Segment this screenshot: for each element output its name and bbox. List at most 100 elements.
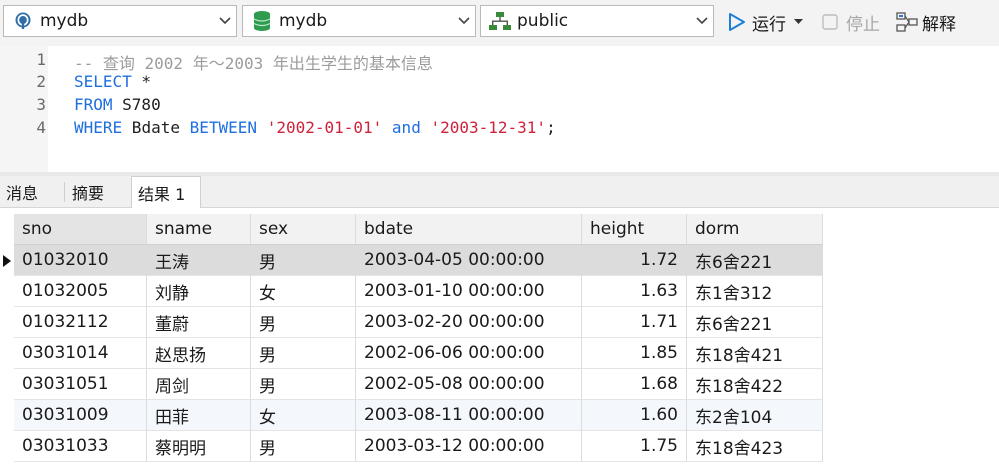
line-number-gutter: 1 2 3 4 <box>0 46 48 172</box>
column-header-sname[interactable]: sname <box>147 214 251 245</box>
tab-messages[interactable]: 消息 <box>0 176 62 208</box>
table-cell-sno[interactable]: 03031033 <box>14 431 147 462</box>
code-line: -- 查询 2002 年～2003 年出生学生的基本信息 <box>74 50 433 74</box>
sql-keyword: and <box>391 118 421 137</box>
table-cell-sex[interactable]: 女 <box>251 276 356 307</box>
column-header-sno[interactable]: sno <box>14 214 147 245</box>
table-cell-sno[interactable]: 01032112 <box>14 307 147 338</box>
table-row[interactable]: 01032005 刘静女 2003-01-10 00:00:00 1.63 东1舍312 <box>0 276 999 307</box>
play-icon <box>728 12 746 32</box>
table-cell-bdate[interactable]: 2003-08-11 00:00:00 <box>356 400 582 431</box>
chevron-down-icon[interactable] <box>691 17 713 25</box>
tab-summary[interactable]: 摘要 <box>66 176 130 208</box>
table-cell-sex[interactable]: 男 <box>251 307 356 338</box>
table-header: sno sname sex bdate height dorm <box>0 214 999 245</box>
table-cell-sname[interactable]: 董蔚 <box>147 307 251 338</box>
table-cell-height[interactable]: 1.72 <box>582 245 687 276</box>
table-cell-height[interactable]: 1.71 <box>582 307 687 338</box>
toolbar: mydb mydb <box>0 0 999 46</box>
tab-result-1[interactable]: 结果 1 <box>131 176 201 208</box>
table-cell-sex[interactable]: 男 <box>251 245 356 276</box>
table-cell-sex[interactable]: 男 <box>251 338 356 369</box>
table-row[interactable]: 01032112 董蔚男 2003-02-20 00:00:00 1.71 东6舍221 <box>0 307 999 338</box>
sql-text: S780 <box>112 95 161 114</box>
table-cell-bdate[interactable]: 2002-05-08 00:00:00 <box>356 369 582 400</box>
sql-comment: -- 查询 2002 年～2003 年出生学生的基本信息 <box>74 54 433 73</box>
schema-select[interactable]: public <box>480 5 714 37</box>
code-line: WHERE Bdate BETWEEN '2002-01-01' and '20… <box>74 118 556 137</box>
stop-icon <box>822 14 838 30</box>
stop-button[interactable]: 停止 <box>822 8 880 36</box>
table-cell-dorm[interactable]: 东1舍312 <box>687 276 823 307</box>
table-cell-bdate[interactable]: 2003-01-10 00:00:00 <box>356 276 582 307</box>
table-cell-height[interactable]: 1.68 <box>582 369 687 400</box>
table-cell-sname[interactable]: 周剑 <box>147 369 251 400</box>
chevron-down-icon[interactable] <box>453 17 475 25</box>
table-cell-bdate[interactable]: 2002-06-06 00:00:00 <box>356 338 582 369</box>
table-cell-sname[interactable]: 田菲 <box>147 400 251 431</box>
sql-text: * <box>131 72 152 91</box>
table-cell-sex[interactable]: 男 <box>251 369 356 400</box>
table-cell-height[interactable]: 1.63 <box>582 276 687 307</box>
table-cell-sname[interactable]: 刘静 <box>147 276 251 307</box>
table-cell-bdate[interactable]: 2003-04-05 00:00:00 <box>356 245 582 276</box>
elephant-icon <box>12 10 34 32</box>
tab-divider <box>64 182 65 202</box>
table-cell-sex[interactable]: 男 <box>251 431 356 462</box>
table-cell-bdate[interactable]: 2003-02-20 00:00:00 <box>356 307 582 338</box>
tab-result-label: 结果 1 <box>138 184 186 204</box>
schema-icon <box>489 10 511 32</box>
database-value: mydb <box>279 11 328 31</box>
column-header-height[interactable]: height <box>582 214 687 245</box>
table-cell-dorm[interactable]: 东6舍221 <box>687 307 823 338</box>
column-header-bdate[interactable]: bdate <box>356 214 582 245</box>
table-row[interactable]: 03031009 田菲女 2003-08-11 00:00:00 1.60 东2舍104 <box>0 400 999 431</box>
connection-select[interactable]: mydb <box>3 5 237 37</box>
table-row[interactable]: 01032010 王涛男 2003-04-05 00:00:00 1.72 东6舍221 <box>0 245 999 276</box>
row-indicator-icon <box>0 245 14 276</box>
table-cell-height[interactable]: 1.85 <box>582 338 687 369</box>
table-cell-sname[interactable]: 王涛 <box>147 245 251 276</box>
sql-text <box>382 118 392 137</box>
run-button[interactable]: 运行 <box>728 8 803 36</box>
table-row[interactable]: 03031014 赵思扬男 2002-06-06 00:00:00 1.85 东18舍4… <box>0 338 999 369</box>
table-cell-sno[interactable]: 03031051 <box>14 369 147 400</box>
table-cell-dorm[interactable]: 东2舍104 <box>687 400 823 431</box>
chevron-down-icon[interactable] <box>214 17 236 25</box>
table-cell-sno[interactable]: 01032005 <box>14 276 147 307</box>
explain-button[interactable]: 解释 <box>896 8 956 36</box>
caret-down-icon[interactable] <box>794 19 803 25</box>
column-header-sex[interactable]: sex <box>251 214 356 245</box>
table-cell-dorm[interactable]: 东18舍423 <box>687 431 823 462</box>
run-label: 运行 <box>752 14 786 35</box>
line-number: 3 <box>36 95 46 114</box>
table-cell-bdate[interactable]: 2003-03-12 00:00:00 <box>356 431 582 462</box>
pane-splitter[interactable] <box>0 172 999 176</box>
table-cell-dorm[interactable]: 东18舍422 <box>687 369 823 400</box>
sql-string: '2003-12-31' <box>430 118 547 137</box>
table-cell-dorm[interactable]: 东18舍421 <box>687 338 823 369</box>
sql-keyword: WHERE <box>74 118 123 137</box>
database-icon <box>251 10 273 32</box>
table-cell-sno[interactable]: 03031014 <box>14 338 147 369</box>
table-cell-dorm[interactable]: 东6舍221 <box>687 245 823 276</box>
tab-messages-label: 消息 <box>6 184 39 203</box>
table-row[interactable]: 03031051 周剑男 2002-05-08 00:00:00 1.68 东18舍42… <box>0 369 999 400</box>
line-number: 4 <box>36 118 46 137</box>
table-cell-sname[interactable]: 蔡明明 <box>147 431 251 462</box>
table-cell-sex[interactable]: 女 <box>251 400 356 431</box>
table-row[interactable]: 03031033 蔡明明男 2003-03-12 00:00:00 1.75 东18舍4… <box>0 431 999 462</box>
sql-keyword: SELECT <box>74 72 132 91</box>
table-cell-height[interactable]: 1.75 <box>582 431 687 462</box>
table-cell-sno[interactable]: 01032010 <box>14 245 147 276</box>
sql-text <box>257 118 267 137</box>
table-cell-sname[interactable]: 赵思扬 <box>147 338 251 369</box>
database-select[interactable]: mydb <box>242 5 476 37</box>
schema-value: public <box>517 11 569 31</box>
result-grid[interactable]: sno sname sex bdate height dorm 01032010 王涛男 200… <box>0 208 999 471</box>
table-cell-height[interactable]: 1.60 <box>582 400 687 431</box>
column-header-dorm[interactable]: dorm <box>687 214 823 245</box>
stop-label: 停止 <box>846 14 880 35</box>
table-cell-sno[interactable]: 03031009 <box>14 400 147 431</box>
sql-editor[interactable]: 1 2 3 4 -- 查询 2002 年～2003 年出生学生的基本信息 SELECT … <box>0 46 999 172</box>
